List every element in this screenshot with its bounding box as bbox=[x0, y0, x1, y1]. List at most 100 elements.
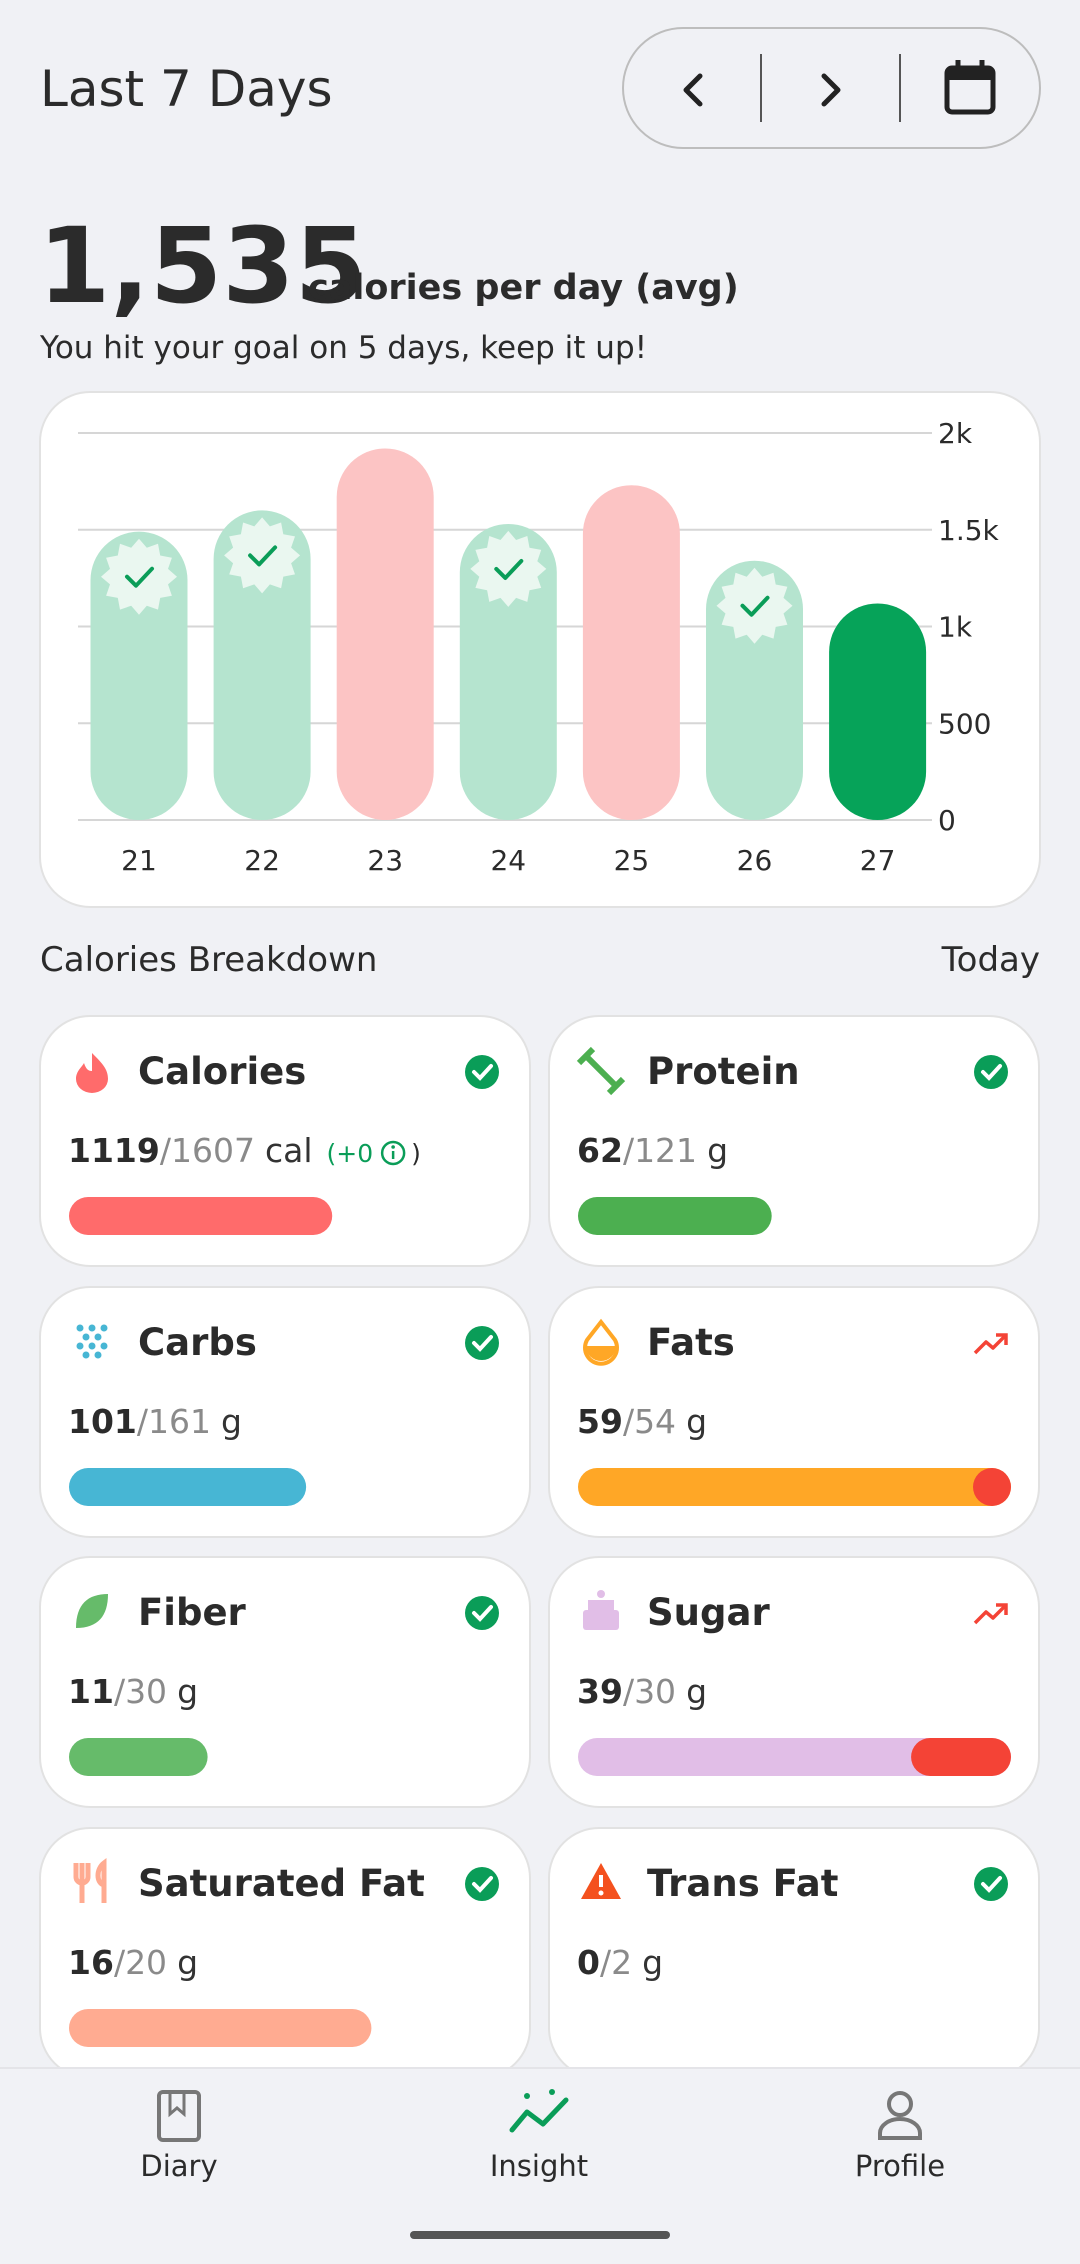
grain-icon bbox=[76, 1324, 84, 1332]
status-ok bbox=[465, 1055, 499, 1089]
grain-icon bbox=[100, 1324, 108, 1332]
calendar-icon-top bbox=[947, 68, 993, 80]
drop-fill bbox=[586, 1346, 616, 1361]
calendar-button[interactable] bbox=[944, 60, 996, 115]
card-amount: 39/30 g bbox=[577, 1672, 707, 1711]
head-icon bbox=[887, 2091, 913, 2117]
amount-goal: 1607 bbox=[171, 1131, 255, 1170]
grain-icon bbox=[82, 1351, 90, 1359]
breakdown-title: Calories Breakdown bbox=[40, 940, 377, 980]
amount-separator: / bbox=[600, 1943, 612, 1982]
fork-icon bbox=[73, 1863, 91, 1903]
nav-label[interactable]: Profile bbox=[855, 2149, 945, 2183]
nutrient-card[interactable]: Calories 1119/1607 cal (+0) bbox=[39, 1015, 531, 1267]
candle bbox=[597, 1590, 605, 1598]
nutrient-card[interactable]: Protein 62/121 g bbox=[548, 1015, 1040, 1267]
cake-top bbox=[588, 1600, 614, 1610]
amount-goal: 30 bbox=[125, 1672, 167, 1711]
amount-unit: g bbox=[707, 1131, 728, 1170]
amount-value: 16 bbox=[68, 1943, 114, 1982]
status-check bbox=[472, 1064, 493, 1081]
insight-icon bbox=[509, 2089, 569, 2133]
home-indicator bbox=[410, 2231, 670, 2239]
amount-separator: / bbox=[623, 1402, 635, 1441]
amount-value: 0 bbox=[577, 1943, 600, 1982]
card-amount: 62/121 g bbox=[577, 1131, 728, 1170]
amount-unit: cal bbox=[265, 1131, 313, 1170]
goal-message: You hit your goal on 5 days, keep it up! bbox=[39, 330, 647, 366]
x-tick-label: 21 bbox=[121, 844, 157, 877]
amount-unit: g bbox=[686, 1402, 707, 1441]
diary-icon bbox=[157, 2090, 201, 2142]
date-nav bbox=[622, 27, 1041, 149]
profile-icon bbox=[878, 2091, 922, 2140]
body-icon bbox=[878, 2117, 922, 2140]
grain-icon bbox=[76, 1342, 84, 1350]
sparkle bbox=[524, 2093, 530, 2099]
status-ok bbox=[465, 1596, 499, 1630]
amount-separator: / bbox=[623, 1131, 635, 1170]
x-tick-label: 22 bbox=[244, 844, 280, 877]
date-nav-pill bbox=[622, 27, 1041, 149]
nav-label[interactable]: Insight bbox=[490, 2149, 588, 2183]
chart: 0 500 1k 1.5k 2k 21 22 23 24 25 26 27 bbox=[78, 417, 1000, 877]
amount-unit: g bbox=[642, 1943, 663, 1982]
amount-note-end: ) bbox=[411, 1139, 421, 1168]
bottom-nav: Diary Insight Profile bbox=[0, 2067, 1080, 2264]
progress-bar bbox=[69, 1468, 307, 1506]
progress-bar bbox=[578, 1738, 1011, 1776]
status-check bbox=[981, 1064, 1002, 1081]
bar bbox=[213, 510, 311, 820]
info-icon[interactable] bbox=[380, 1140, 406, 1166]
breakdown-period[interactable]: Today bbox=[941, 940, 1040, 980]
progress-bar bbox=[69, 1197, 333, 1235]
nutrient-card[interactable]: Trans Fat 0/2 g bbox=[548, 1827, 1040, 2079]
leaf-icon bbox=[76, 1594, 108, 1628]
nutrient-card[interactable]: Fiber 11/30 g bbox=[39, 1556, 531, 1808]
amount-separator: / bbox=[114, 1943, 126, 1982]
status-ok bbox=[974, 1055, 1008, 1089]
progress-bar bbox=[578, 1197, 772, 1235]
status-arrow bbox=[996, 1603, 1008, 1615]
progress-bar bbox=[69, 1738, 208, 1776]
card-name: Saturated Fat bbox=[138, 1862, 425, 1905]
page-title: Last 7 Days bbox=[40, 60, 333, 118]
x-tick-label: 27 bbox=[860, 844, 896, 877]
progress-excess bbox=[973, 1468, 1011, 1506]
card-name: Calories bbox=[138, 1050, 306, 1093]
bookmark-icon bbox=[168, 2094, 186, 2118]
nav-label[interactable]: Diary bbox=[140, 2149, 217, 2183]
nutrient-card[interactable]: Saturated Fat 16/20 g bbox=[39, 1827, 531, 2079]
average-label: calories per day (avg) bbox=[308, 268, 739, 308]
next-button[interactable] bbox=[821, 73, 841, 107]
status-over bbox=[973, 1603, 1008, 1625]
nutrient-card[interactable]: Fats 59/54 g bbox=[548, 1286, 1040, 1538]
sparkle bbox=[549, 2089, 555, 2095]
prev-button[interactable] bbox=[683, 73, 703, 107]
grain-icon bbox=[82, 1333, 90, 1341]
amount-separator: / bbox=[137, 1402, 149, 1441]
amount-value: 59 bbox=[577, 1402, 623, 1441]
amount-goal: 30 bbox=[634, 1672, 676, 1711]
sparkline-icon bbox=[509, 2097, 569, 2133]
card-amount: 1119/1607 cal (+0 bbox=[68, 1131, 373, 1170]
goal-badge bbox=[101, 538, 177, 615]
progress-bar bbox=[69, 2009, 372, 2047]
nav-items: Diary Insight Profile bbox=[140, 2149, 945, 2183]
y-tick-label: 1k bbox=[938, 611, 973, 644]
card-amount: 0/2 g bbox=[577, 1943, 663, 1982]
card-name: Fats bbox=[647, 1321, 735, 1364]
progress-excess bbox=[911, 1738, 1011, 1776]
nutrient-card[interactable]: Sugar 39/30 g bbox=[548, 1556, 1040, 1808]
amount-value: 62 bbox=[577, 1131, 623, 1170]
amount-value: 11 bbox=[68, 1672, 114, 1711]
amount-unit: g bbox=[686, 1672, 707, 1711]
card-name: Protein bbox=[647, 1050, 800, 1093]
amount-note: (+0 bbox=[327, 1139, 374, 1168]
cake-icon bbox=[583, 1610, 619, 1630]
average-value: 1,535 bbox=[38, 205, 367, 327]
status-check bbox=[472, 1876, 493, 1893]
